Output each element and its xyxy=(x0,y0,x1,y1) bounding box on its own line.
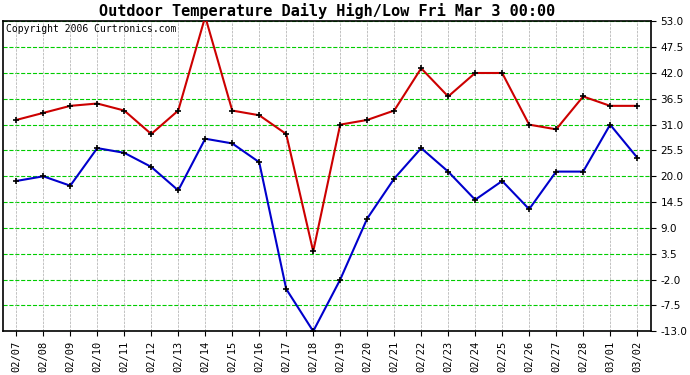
Text: Copyright 2006 Curtronics.com: Copyright 2006 Curtronics.com xyxy=(6,24,177,34)
Title: Outdoor Temperature Daily High/Low Fri Mar 3 00:00: Outdoor Temperature Daily High/Low Fri M… xyxy=(99,3,555,19)
